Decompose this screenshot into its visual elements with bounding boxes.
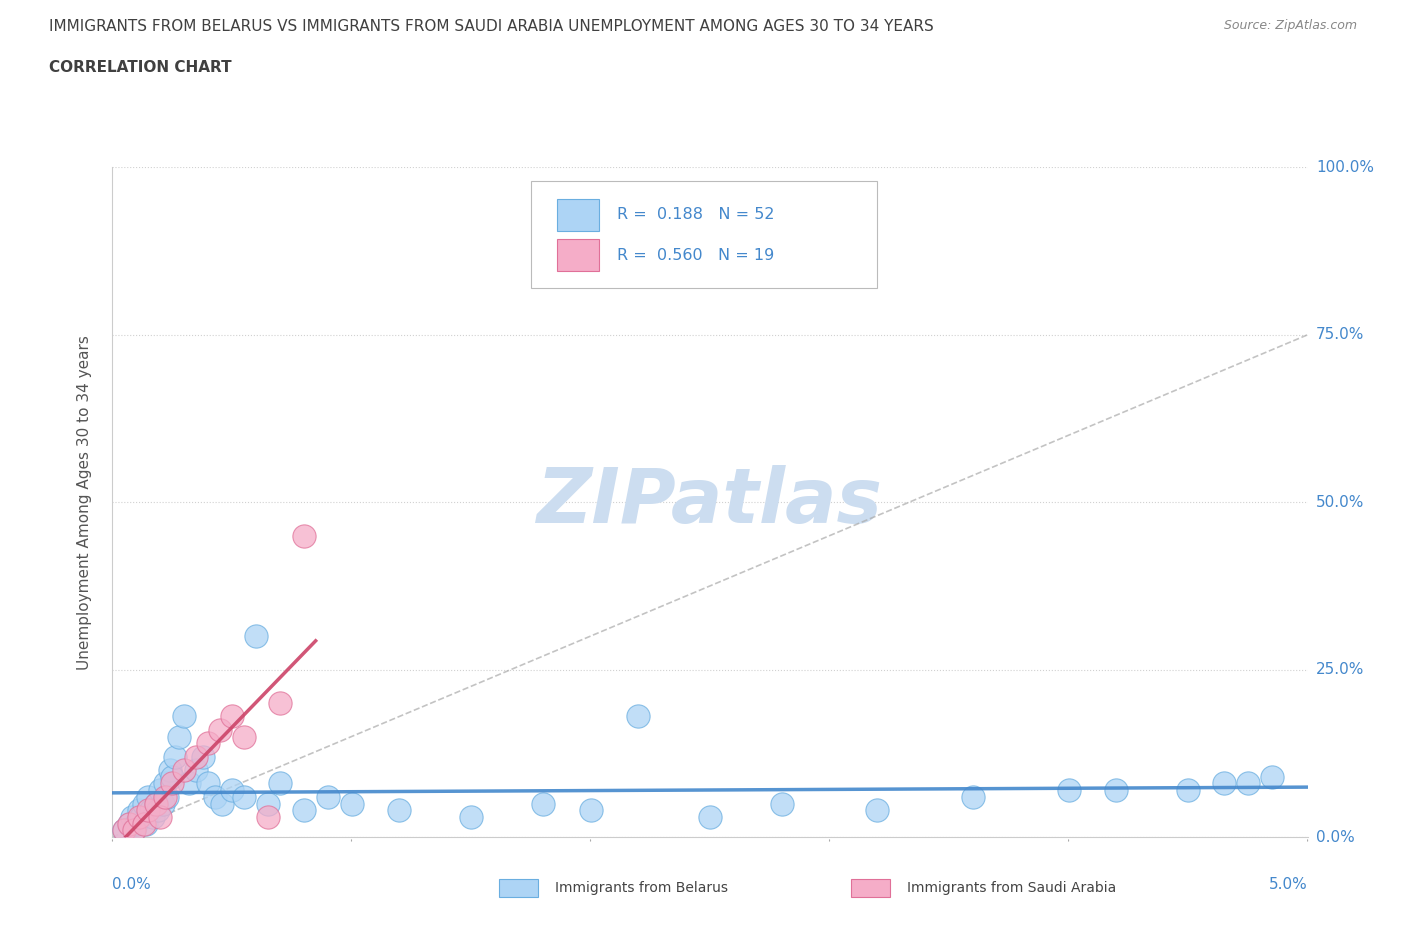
Point bbox=[316, 790, 339, 804]
Point bbox=[1260, 769, 1282, 784]
FancyBboxPatch shape bbox=[557, 199, 599, 231]
Point bbox=[156, 790, 179, 804]
Text: Immigrants from Belarus: Immigrants from Belarus bbox=[555, 881, 728, 896]
Point bbox=[145, 796, 167, 811]
Point bbox=[132, 796, 155, 811]
Point bbox=[1105, 783, 1128, 798]
Text: ZIPatlas: ZIPatlas bbox=[537, 465, 883, 539]
Point bbox=[145, 796, 167, 811]
Point bbox=[114, 823, 135, 838]
Text: 0.0%: 0.0% bbox=[112, 877, 152, 892]
Point bbox=[866, 803, 889, 817]
Point bbox=[122, 823, 145, 838]
Point bbox=[114, 823, 135, 838]
Point bbox=[204, 790, 226, 804]
Point bbox=[186, 750, 208, 764]
Point bbox=[245, 629, 267, 644]
Point bbox=[1177, 783, 1199, 798]
Point bbox=[340, 796, 363, 811]
Point bbox=[197, 736, 219, 751]
Point bbox=[163, 750, 186, 764]
Point bbox=[125, 817, 148, 831]
Text: CORRELATION CHART: CORRELATION CHART bbox=[49, 60, 232, 75]
FancyBboxPatch shape bbox=[531, 180, 877, 288]
Point bbox=[162, 776, 183, 790]
Point bbox=[138, 790, 160, 804]
Point bbox=[128, 809, 150, 824]
Point bbox=[221, 783, 243, 798]
Point bbox=[128, 803, 150, 817]
Point bbox=[1237, 776, 1260, 790]
Point bbox=[118, 817, 141, 831]
Point bbox=[211, 796, 233, 811]
Y-axis label: Unemployment Among Ages 30 to 34 years: Unemployment Among Ages 30 to 34 years bbox=[77, 335, 91, 670]
Text: 25.0%: 25.0% bbox=[1316, 662, 1364, 677]
Point bbox=[135, 817, 157, 831]
Point bbox=[221, 709, 243, 724]
Point bbox=[233, 790, 256, 804]
Point bbox=[579, 803, 602, 817]
Point bbox=[146, 803, 169, 817]
Point bbox=[388, 803, 411, 817]
Point bbox=[129, 809, 152, 824]
Text: R =  0.560   N = 19: R = 0.560 N = 19 bbox=[617, 247, 775, 262]
Point bbox=[208, 723, 231, 737]
Point bbox=[132, 817, 155, 831]
Point bbox=[699, 809, 721, 824]
Point bbox=[142, 809, 165, 824]
Text: 100.0%: 100.0% bbox=[1316, 160, 1374, 175]
Point bbox=[149, 809, 172, 824]
Point bbox=[153, 776, 176, 790]
Point bbox=[149, 783, 172, 798]
Point bbox=[292, 803, 315, 817]
Point bbox=[118, 817, 141, 831]
Point bbox=[139, 803, 162, 817]
Point bbox=[169, 729, 191, 744]
Point bbox=[122, 823, 145, 838]
Text: IMMIGRANTS FROM BELARUS VS IMMIGRANTS FROM SAUDI ARABIA UNEMPLOYMENT AMONG AGES : IMMIGRANTS FROM BELARUS VS IMMIGRANTS FR… bbox=[49, 19, 934, 33]
Point bbox=[138, 803, 160, 817]
Point bbox=[152, 796, 174, 811]
Point bbox=[1212, 776, 1236, 790]
Point bbox=[233, 729, 256, 744]
Point bbox=[460, 809, 482, 824]
Text: 75.0%: 75.0% bbox=[1316, 327, 1364, 342]
Point bbox=[292, 528, 315, 543]
Text: 0.0%: 0.0% bbox=[1316, 830, 1354, 844]
Text: 50.0%: 50.0% bbox=[1316, 495, 1364, 510]
Point bbox=[177, 776, 200, 790]
Point bbox=[159, 763, 181, 777]
Point bbox=[173, 763, 195, 777]
Point bbox=[197, 776, 219, 790]
Text: Immigrants from Saudi Arabia: Immigrants from Saudi Arabia bbox=[907, 881, 1116, 896]
Point bbox=[269, 696, 291, 711]
Point bbox=[173, 709, 195, 724]
Point bbox=[269, 776, 291, 790]
Point bbox=[627, 709, 650, 724]
Point bbox=[770, 796, 793, 811]
Point bbox=[121, 809, 143, 824]
Point bbox=[153, 790, 176, 804]
Text: R =  0.188   N = 52: R = 0.188 N = 52 bbox=[617, 207, 775, 222]
FancyBboxPatch shape bbox=[557, 239, 599, 272]
Text: 5.0%: 5.0% bbox=[1268, 877, 1308, 892]
Point bbox=[162, 769, 183, 784]
Point bbox=[962, 790, 984, 804]
Point bbox=[257, 809, 280, 824]
Point bbox=[1057, 783, 1080, 798]
Point bbox=[257, 796, 280, 811]
Point bbox=[186, 763, 208, 777]
Point bbox=[193, 750, 215, 764]
Text: Source: ZipAtlas.com: Source: ZipAtlas.com bbox=[1223, 19, 1357, 32]
Point bbox=[531, 796, 554, 811]
